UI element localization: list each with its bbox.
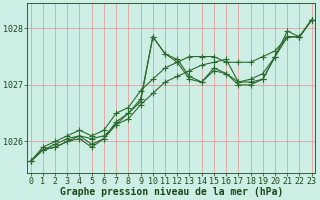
X-axis label: Graphe pression niveau de la mer (hPa): Graphe pression niveau de la mer (hPa): [60, 187, 283, 197]
